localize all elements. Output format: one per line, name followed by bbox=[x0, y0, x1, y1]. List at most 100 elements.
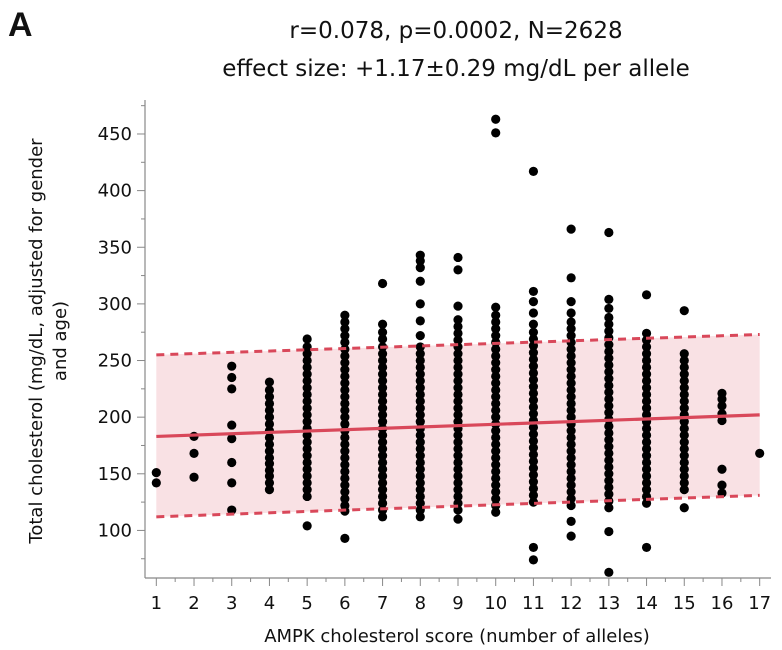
data-point bbox=[604, 489, 614, 499]
data-point bbox=[566, 398, 576, 409]
data-point bbox=[415, 369, 425, 379]
data-point bbox=[264, 412, 275, 422]
data-point bbox=[604, 227, 614, 238]
data-point bbox=[566, 224, 576, 234]
data-point bbox=[566, 351, 576, 361]
data-point bbox=[415, 451, 425, 461]
data-point bbox=[641, 342, 652, 352]
data-point bbox=[566, 473, 576, 483]
data-point bbox=[377, 362, 388, 372]
data-point bbox=[415, 478, 425, 488]
data-point bbox=[566, 426, 576, 436]
data-point bbox=[340, 466, 350, 477]
x-axis-title: AMPK cholesterol score (number of allele… bbox=[264, 626, 650, 647]
data-point bbox=[302, 491, 312, 502]
data-point bbox=[340, 392, 350, 402]
data-point bbox=[264, 398, 275, 409]
data-point bbox=[491, 317, 501, 327]
data-point bbox=[679, 485, 689, 495]
data-point bbox=[641, 471, 652, 481]
y-tick-label: 250 bbox=[98, 351, 132, 372]
data-point bbox=[491, 392, 501, 402]
data-point bbox=[415, 396, 425, 406]
data-point bbox=[340, 487, 350, 497]
data-point bbox=[340, 473, 350, 483]
data-point bbox=[302, 478, 312, 488]
data-point bbox=[679, 362, 689, 372]
data-point bbox=[528, 297, 539, 307]
data-point bbox=[340, 337, 350, 347]
data-point bbox=[528, 368, 539, 378]
data-point bbox=[453, 389, 463, 400]
data-point bbox=[453, 355, 463, 366]
data-point bbox=[566, 308, 576, 318]
data-point bbox=[566, 358, 576, 368]
data-point bbox=[528, 286, 539, 297]
x-tick-label: 9 bbox=[452, 593, 463, 614]
data-point bbox=[151, 468, 161, 478]
data-point bbox=[453, 328, 463, 338]
data-point bbox=[453, 369, 463, 379]
data-point bbox=[453, 315, 463, 325]
lower-band-line bbox=[156, 493, 760, 519]
data-point bbox=[528, 490, 539, 500]
data-point bbox=[340, 446, 350, 456]
data-point bbox=[302, 437, 312, 447]
data-point bbox=[491, 358, 501, 368]
data-point bbox=[377, 327, 388, 337]
data-point bbox=[491, 446, 501, 456]
data-point bbox=[641, 451, 652, 461]
data-point bbox=[453, 396, 463, 406]
data-point bbox=[755, 448, 765, 459]
data-point bbox=[604, 462, 614, 472]
data-point bbox=[340, 331, 350, 341]
data-point bbox=[641, 485, 652, 495]
data-point bbox=[604, 475, 614, 486]
data-point bbox=[340, 439, 350, 449]
data-point bbox=[264, 405, 275, 415]
data-point bbox=[302, 451, 312, 461]
data-point bbox=[604, 503, 614, 513]
data-point bbox=[264, 419, 275, 429]
regression-line bbox=[156, 413, 760, 439]
y-tick-label: 350 bbox=[98, 237, 132, 258]
data-point bbox=[453, 437, 463, 447]
data-point bbox=[453, 485, 463, 495]
data-point bbox=[679, 444, 689, 454]
data-point bbox=[377, 451, 388, 461]
data-point bbox=[491, 487, 501, 497]
data-point bbox=[528, 327, 539, 337]
data-point bbox=[491, 324, 501, 334]
data-point bbox=[377, 383, 388, 393]
data-point bbox=[604, 448, 614, 459]
data-point bbox=[264, 392, 275, 402]
data-point bbox=[377, 485, 388, 495]
data-point bbox=[302, 396, 312, 406]
data-point bbox=[227, 505, 237, 515]
data-point bbox=[491, 439, 501, 449]
data-point bbox=[641, 437, 652, 447]
y-axis-title-line-1: Total cholesterol (mg/dL, adjusted for g… bbox=[26, 138, 47, 545]
data-point bbox=[641, 383, 652, 393]
data-point bbox=[491, 371, 501, 381]
data-point bbox=[528, 347, 539, 358]
data-point bbox=[528, 422, 539, 432]
data-point bbox=[415, 389, 425, 400]
data-point bbox=[491, 128, 501, 138]
y-tick-label: 300 bbox=[98, 294, 132, 315]
data-point bbox=[679, 471, 689, 481]
data-point bbox=[302, 362, 312, 372]
data-point bbox=[566, 439, 576, 449]
x-tick-label: 13 bbox=[597, 593, 620, 614]
y-tick-label: 450 bbox=[98, 124, 132, 145]
data-point bbox=[679, 417, 689, 427]
data-point bbox=[528, 436, 539, 446]
data-point bbox=[491, 310, 501, 320]
data-point bbox=[302, 521, 312, 531]
data-point bbox=[641, 478, 652, 488]
data-point bbox=[491, 378, 501, 388]
data-point bbox=[453, 471, 463, 481]
data-point bbox=[491, 426, 501, 436]
